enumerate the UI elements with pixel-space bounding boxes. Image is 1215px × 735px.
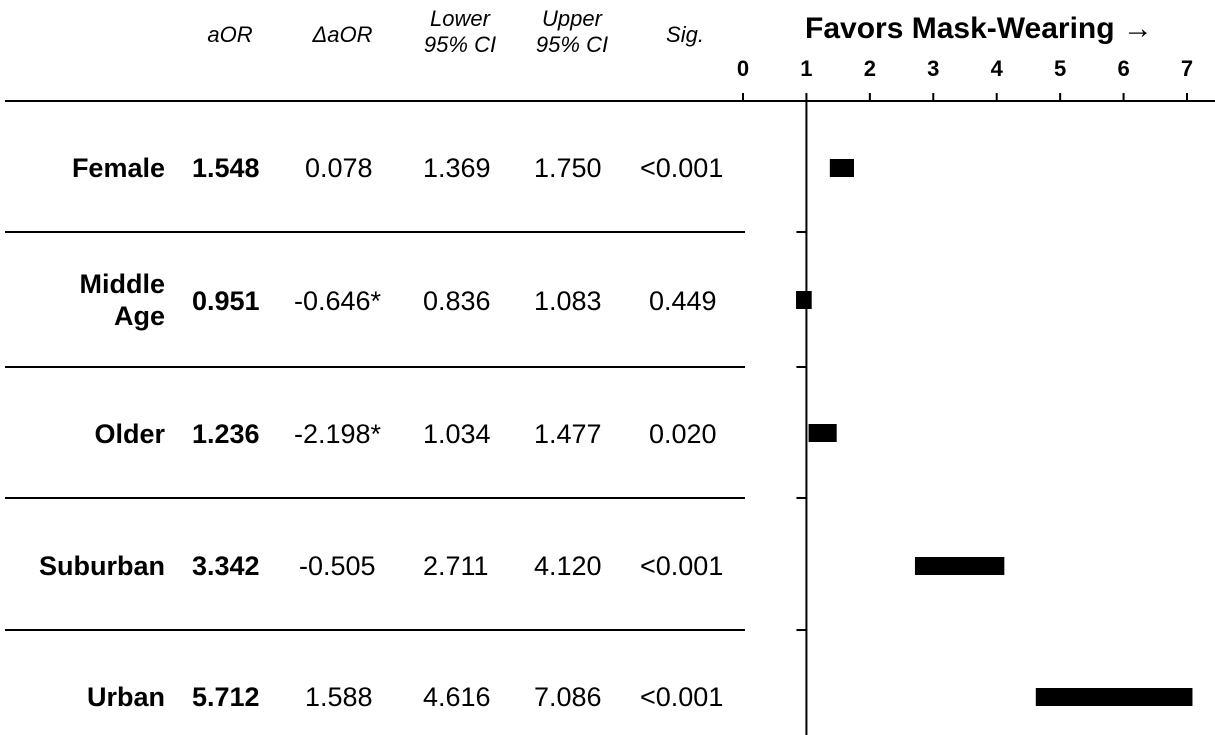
x-tick-label: 3 (927, 56, 939, 81)
header-upper-ci: Upper 95% CI (517, 6, 627, 58)
row-daor: -0.505 (299, 551, 376, 581)
x-tick-label: 5 (1054, 56, 1066, 81)
row-daor: 0.078 (305, 153, 373, 183)
row-aor: 1.548 (192, 153, 260, 183)
x-tick-label: 6 (1117, 56, 1129, 81)
row-lower: 4.616 (423, 682, 491, 712)
row-sig: <0.001 (640, 551, 724, 581)
header-rule (5, 100, 1215, 102)
ci-bar (796, 291, 812, 309)
row-label-suburban: Suburban (39, 551, 165, 581)
ci-bar (808, 424, 837, 442)
row-lower: 0.836 (423, 286, 491, 316)
row-sig: <0.001 (640, 153, 724, 183)
header-lower-ci: Lower 95% CI (405, 6, 515, 58)
row-label-line1: Middle (79, 269, 166, 299)
row-upper: 7.086 (534, 682, 602, 712)
row-lower: 2.711 (423, 551, 489, 581)
x-tick-label: 4 (991, 56, 1004, 81)
ci-bar (914, 557, 1005, 575)
row-upper: 1.750 (534, 153, 602, 183)
row-aor: 3.342 (192, 551, 260, 581)
row-lower: 1.369 (423, 153, 491, 183)
x-tick-label: 2 (864, 56, 876, 81)
axis-title: Favors Mask-Wearing → (805, 12, 1153, 45)
row-daor: -0.646* (294, 286, 382, 316)
ci-bar (1035, 688, 1193, 706)
row-label-female: Female (71, 153, 165, 183)
header-aor: aOR (207, 22, 253, 47)
header-delta-aor: ΔaOR (312, 22, 373, 47)
row-upper: 1.083 (534, 286, 602, 316)
row-upper: 1.477 (534, 419, 602, 449)
ci-bar (829, 159, 854, 177)
row-separator (5, 497, 745, 499)
row-sig: <0.001 (640, 682, 724, 712)
row-aor: 0.951 (192, 286, 260, 316)
row-aor: 5.712 (192, 682, 260, 712)
header-sig: Sig. (666, 22, 704, 47)
row-label-middle-age: Middle Age (20, 268, 166, 332)
row-upper: 4.120 (534, 551, 602, 581)
row-daor: 1.588 (305, 682, 373, 712)
row-separator (5, 231, 745, 233)
row-separator (5, 629, 745, 631)
row-sig: 0.020 (649, 419, 717, 449)
row-label-older: Older (94, 419, 165, 449)
x-tick-label: 0 (737, 56, 749, 81)
row-separator (5, 366, 745, 368)
x-tick-label: 1 (800, 56, 812, 81)
header-lower-line1: Lower (430, 6, 490, 31)
header-upper-line1: Upper (542, 6, 602, 31)
row-sig: 0.449 (649, 286, 717, 316)
row-daor: -2.198* (294, 419, 382, 449)
row-label-urban: Urban (86, 682, 165, 712)
row-label-line2: Age (113, 301, 165, 331)
header-lower-line2: 95% CI (423, 32, 497, 57)
row-lower: 1.034 (423, 419, 491, 449)
header-upper-line2: 95% CI (535, 32, 609, 57)
row-aor: 1.236 (192, 419, 260, 449)
x-tick-label: 7 (1181, 56, 1193, 81)
